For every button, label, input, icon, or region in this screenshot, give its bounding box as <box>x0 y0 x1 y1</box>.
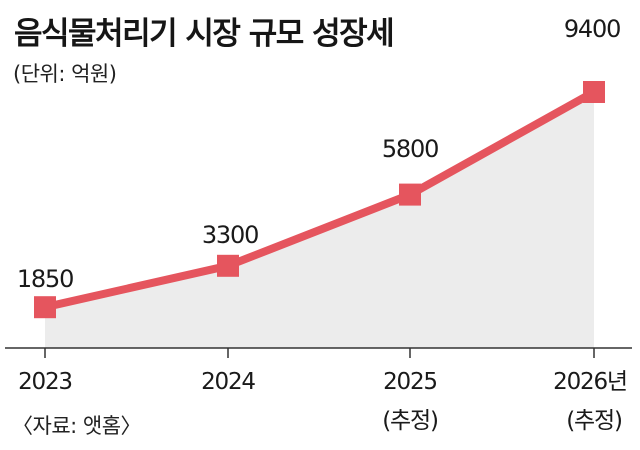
data-label-2023: 1850 <box>17 265 73 293</box>
x-tick-sublabel-3: (추정) <box>566 408 621 434</box>
data-label-2026년: 9400 <box>564 15 620 43</box>
unit-note: (단위: 억원) <box>13 62 117 86</box>
x-tick-label-2: 2025 <box>383 369 437 395</box>
data-label-2025: 5800 <box>382 135 438 163</box>
source-note: 〈자료: 앳홈〉 <box>12 414 142 438</box>
series-line <box>44 88 596 312</box>
data-point-marker-2026년 <box>583 81 605 103</box>
x-tick-label-3: 2026년 <box>553 369 627 395</box>
chart-title: 음식물처리기 시장 규모 성장세 <box>14 16 395 52</box>
data-label-2024: 3300 <box>202 221 258 249</box>
x-tick-label-0: 2023 <box>18 369 72 395</box>
x-tick-sublabel-2: (추정) <box>382 408 437 434</box>
area-fill <box>45 92 594 348</box>
data-point-marker-2025 <box>399 183 421 206</box>
x-tick-label-1: 2024 <box>201 369 255 395</box>
data-point-marker-2023 <box>34 296 56 319</box>
data-point-marker-2024 <box>217 254 239 277</box>
